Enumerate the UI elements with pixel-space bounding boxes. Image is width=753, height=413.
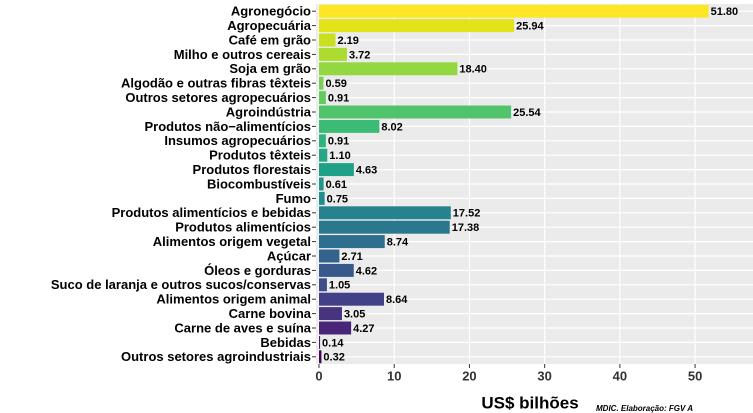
value-label: 4.27 (353, 323, 374, 335)
bar (319, 76, 324, 90)
bar (319, 134, 326, 148)
bar (319, 292, 384, 306)
bar (319, 163, 354, 177)
y-tick-label: Agropecuária (227, 18, 312, 33)
value-label: 17.38 (452, 222, 480, 234)
value-label: 51.80 (711, 6, 739, 18)
bar (319, 263, 354, 277)
bar (319, 19, 515, 33)
value-label: 0.61 (326, 179, 347, 191)
bar (319, 278, 327, 292)
bar (319, 206, 451, 220)
value-label: 2.19 (337, 35, 358, 47)
x-tick-label: 30 (537, 368, 551, 383)
y-tick-label: Produtos não−alimentícios (144, 119, 311, 134)
x-tick-label: 10 (387, 368, 401, 383)
value-label: 0.59 (325, 78, 346, 90)
value-label: 8.74 (387, 237, 409, 249)
bar (319, 119, 380, 133)
y-tick-label: Suco de laranja e outros sucos/conservas (51, 277, 311, 292)
bar (319, 220, 450, 234)
value-label: 25.94 (516, 21, 544, 33)
value-label: 17.52 (453, 208, 481, 220)
y-tick-label: Açúcar (267, 248, 311, 263)
value-label: 8.02 (381, 121, 402, 133)
value-label: 8.64 (386, 294, 408, 306)
x-axis-label: US$ bilhões (481, 393, 578, 412)
y-tick-label: Óleos e gorduras (204, 263, 311, 278)
x-tick-label: 40 (613, 368, 627, 383)
bar (319, 350, 322, 364)
value-label: 18.40 (459, 64, 487, 76)
bar (319, 47, 347, 61)
y-tick-label: Produtos alimentícios (175, 220, 311, 235)
y-tick-label: Outros setores agroindustriais (121, 349, 311, 364)
value-label: 2.71 (341, 251, 362, 263)
bar (319, 33, 336, 47)
bar (319, 148, 328, 162)
bar (319, 105, 512, 119)
value-label: 0.32 (323, 352, 344, 364)
value-label: 0.91 (328, 136, 349, 148)
bar (319, 4, 709, 18)
y-tick-label: Alimentos origem animal (156, 292, 311, 307)
bar (319, 177, 324, 191)
y-tick-label: Alimentos origem vegetal (153, 234, 311, 249)
bar (319, 249, 340, 263)
value-label: 3.05 (344, 309, 365, 321)
bar (319, 321, 352, 335)
x-tick-label: 20 (462, 368, 476, 383)
bar (319, 235, 385, 249)
y-tick-label: Outros setores agropecuários (125, 90, 311, 105)
bar (319, 307, 342, 321)
value-label: 3.72 (349, 49, 370, 61)
y-tick-label: Produtos florestais (193, 162, 311, 177)
y-tick-label: Milho e outros cereais (174, 47, 311, 62)
y-tick-label: Algodão e outras fibras têxteis (121, 76, 311, 91)
y-tick-label: Bebidas (260, 335, 311, 350)
bar (319, 62, 458, 76)
value-label: 0.14 (322, 337, 344, 349)
y-tick-label: Produtos têxteis (209, 148, 311, 163)
y-tick-label: Insumos agropecuários (164, 133, 311, 148)
value-label: 1.05 (329, 280, 350, 292)
y-tick-label: Café em grão (229, 32, 311, 47)
bar (319, 191, 325, 205)
y-tick-label: Soja em grão (229, 61, 311, 76)
value-label: 4.63 (356, 165, 377, 177)
x-tick-label: 0 (315, 368, 322, 383)
value-label: 0.75 (327, 193, 348, 205)
value-label: 0.91 (328, 93, 349, 105)
caption: MDIC. Elaboração: FGV A (596, 404, 693, 413)
value-label: 25.54 (513, 107, 541, 119)
x-tick-label: 50 (688, 368, 702, 383)
y-tick-label: Agroindústria (226, 104, 312, 119)
y-tick-label: Biocombustíveis (207, 176, 311, 191)
y-tick-label: Carne bovina (229, 306, 312, 321)
bar (319, 91, 326, 105)
y-tick-label: Carne de aves e suína (174, 320, 311, 335)
y-tick-label: Produtos alimentícios e bebidas (112, 205, 311, 220)
bar (319, 335, 321, 349)
value-label: 1.10 (329, 150, 350, 162)
value-label: 4.62 (356, 265, 377, 277)
y-tick-label: Fumo (276, 191, 311, 206)
y-tick-label: Agronegócio (231, 4, 311, 19)
